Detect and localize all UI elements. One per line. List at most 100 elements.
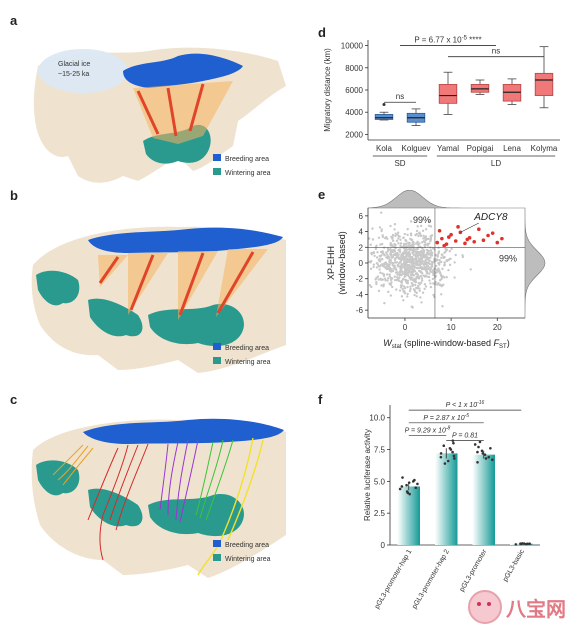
label-99-top: 99% xyxy=(413,215,431,225)
gray-point xyxy=(417,266,421,270)
gray-point xyxy=(388,258,391,261)
gray-point xyxy=(403,232,407,236)
sig-label-ns1: ns xyxy=(396,92,404,101)
gray-point xyxy=(440,284,443,288)
gray-point xyxy=(430,254,434,257)
gray-point xyxy=(401,287,404,291)
gray-point xyxy=(421,248,425,251)
map-a-arrow-2 xyxy=(166,87,178,137)
gray-point xyxy=(412,252,415,255)
gray-point xyxy=(437,251,440,255)
sig-label-ns2: ns xyxy=(492,47,500,56)
gray-point xyxy=(411,306,414,309)
data-point-f xyxy=(452,441,455,445)
tick-label-y-e: 2 xyxy=(359,243,364,252)
gray-point xyxy=(425,248,429,252)
gray-point xyxy=(415,260,418,263)
tick-label-y-d: 4000 xyxy=(345,108,363,117)
gray-point xyxy=(408,275,411,279)
gray-point xyxy=(447,268,450,272)
gray-point xyxy=(391,236,394,239)
gray-point xyxy=(412,240,415,244)
legend-swatch-wintering-c xyxy=(213,554,221,561)
box-yamal xyxy=(438,84,458,104)
gray-point xyxy=(388,266,392,269)
data-point-f xyxy=(487,455,491,459)
gray-point xyxy=(389,242,392,245)
highlight-point xyxy=(481,238,486,243)
gray-point xyxy=(394,267,397,270)
gray-point xyxy=(389,278,393,282)
highlight-point xyxy=(453,239,458,243)
gray-point xyxy=(415,261,418,265)
outlier-d xyxy=(382,102,386,106)
gray-point xyxy=(404,265,407,268)
map-a-breeding-area xyxy=(123,53,243,88)
highlight-point xyxy=(449,232,453,237)
map-a-arrow-1 xyxy=(136,90,160,135)
gray-point xyxy=(378,268,381,271)
gray-point xyxy=(424,285,428,288)
marginal-density-x xyxy=(367,190,525,209)
gray-point xyxy=(454,253,457,257)
gray-point xyxy=(406,292,409,296)
gray-point xyxy=(375,262,379,265)
gray-point xyxy=(417,281,420,285)
data-point-f xyxy=(453,457,456,460)
gray-point xyxy=(417,234,420,238)
gray-point xyxy=(409,287,412,291)
gray-point xyxy=(406,227,409,231)
gray-point xyxy=(410,259,413,263)
gray-point xyxy=(416,225,419,228)
gray-point xyxy=(430,264,434,267)
gray-point xyxy=(427,224,431,227)
gray-point xyxy=(422,262,425,266)
gray-point xyxy=(394,253,397,257)
gray-point xyxy=(399,238,402,241)
chart-f-bar: 0 2.5 5.0 7.5 10.0 Relative luciferase activi… xyxy=(363,400,540,610)
gray-point xyxy=(375,256,379,259)
legend-swatch-wintering-b xyxy=(213,357,221,364)
data-point-f xyxy=(408,492,411,496)
gray-point xyxy=(398,273,401,277)
gray-point xyxy=(438,263,441,266)
gray-point xyxy=(429,249,433,252)
gray-point xyxy=(387,276,390,280)
gray-point xyxy=(389,261,393,264)
gray-point xyxy=(406,265,410,269)
gray-point xyxy=(404,248,408,251)
legend-label-breeding-c: Breeding area xyxy=(225,542,269,549)
gray-point xyxy=(413,250,416,253)
gray-point xyxy=(469,268,472,271)
gray-point xyxy=(403,262,406,265)
data-point-f xyxy=(443,462,447,465)
gray-point xyxy=(424,262,428,266)
bar-1 xyxy=(397,486,420,545)
gray-point xyxy=(393,275,396,278)
gray-point xyxy=(393,223,397,226)
gray-point xyxy=(396,263,400,267)
data-point-f xyxy=(473,443,477,446)
gray-point xyxy=(411,283,414,286)
data-point-f xyxy=(448,446,452,450)
gray-point xyxy=(418,259,422,262)
gray-point xyxy=(425,272,429,275)
watermark-logo-icon xyxy=(468,590,502,624)
gray-point-cloud xyxy=(367,211,472,309)
gray-point xyxy=(372,251,376,254)
gray-point xyxy=(411,265,414,268)
highlight-point xyxy=(458,230,463,235)
gray-point xyxy=(422,274,425,277)
gray-point xyxy=(402,290,406,293)
gray-point xyxy=(419,266,423,270)
gray-point xyxy=(417,260,420,263)
gray-point xyxy=(407,271,410,274)
gray-point xyxy=(420,241,424,244)
gray-point xyxy=(448,263,452,267)
gray-point xyxy=(421,229,425,232)
gray-point xyxy=(424,228,428,231)
legend-label-wintering-a: Wintering area xyxy=(225,170,271,177)
gray-point xyxy=(393,242,396,246)
gray-point xyxy=(404,238,407,242)
gray-point xyxy=(405,257,409,260)
